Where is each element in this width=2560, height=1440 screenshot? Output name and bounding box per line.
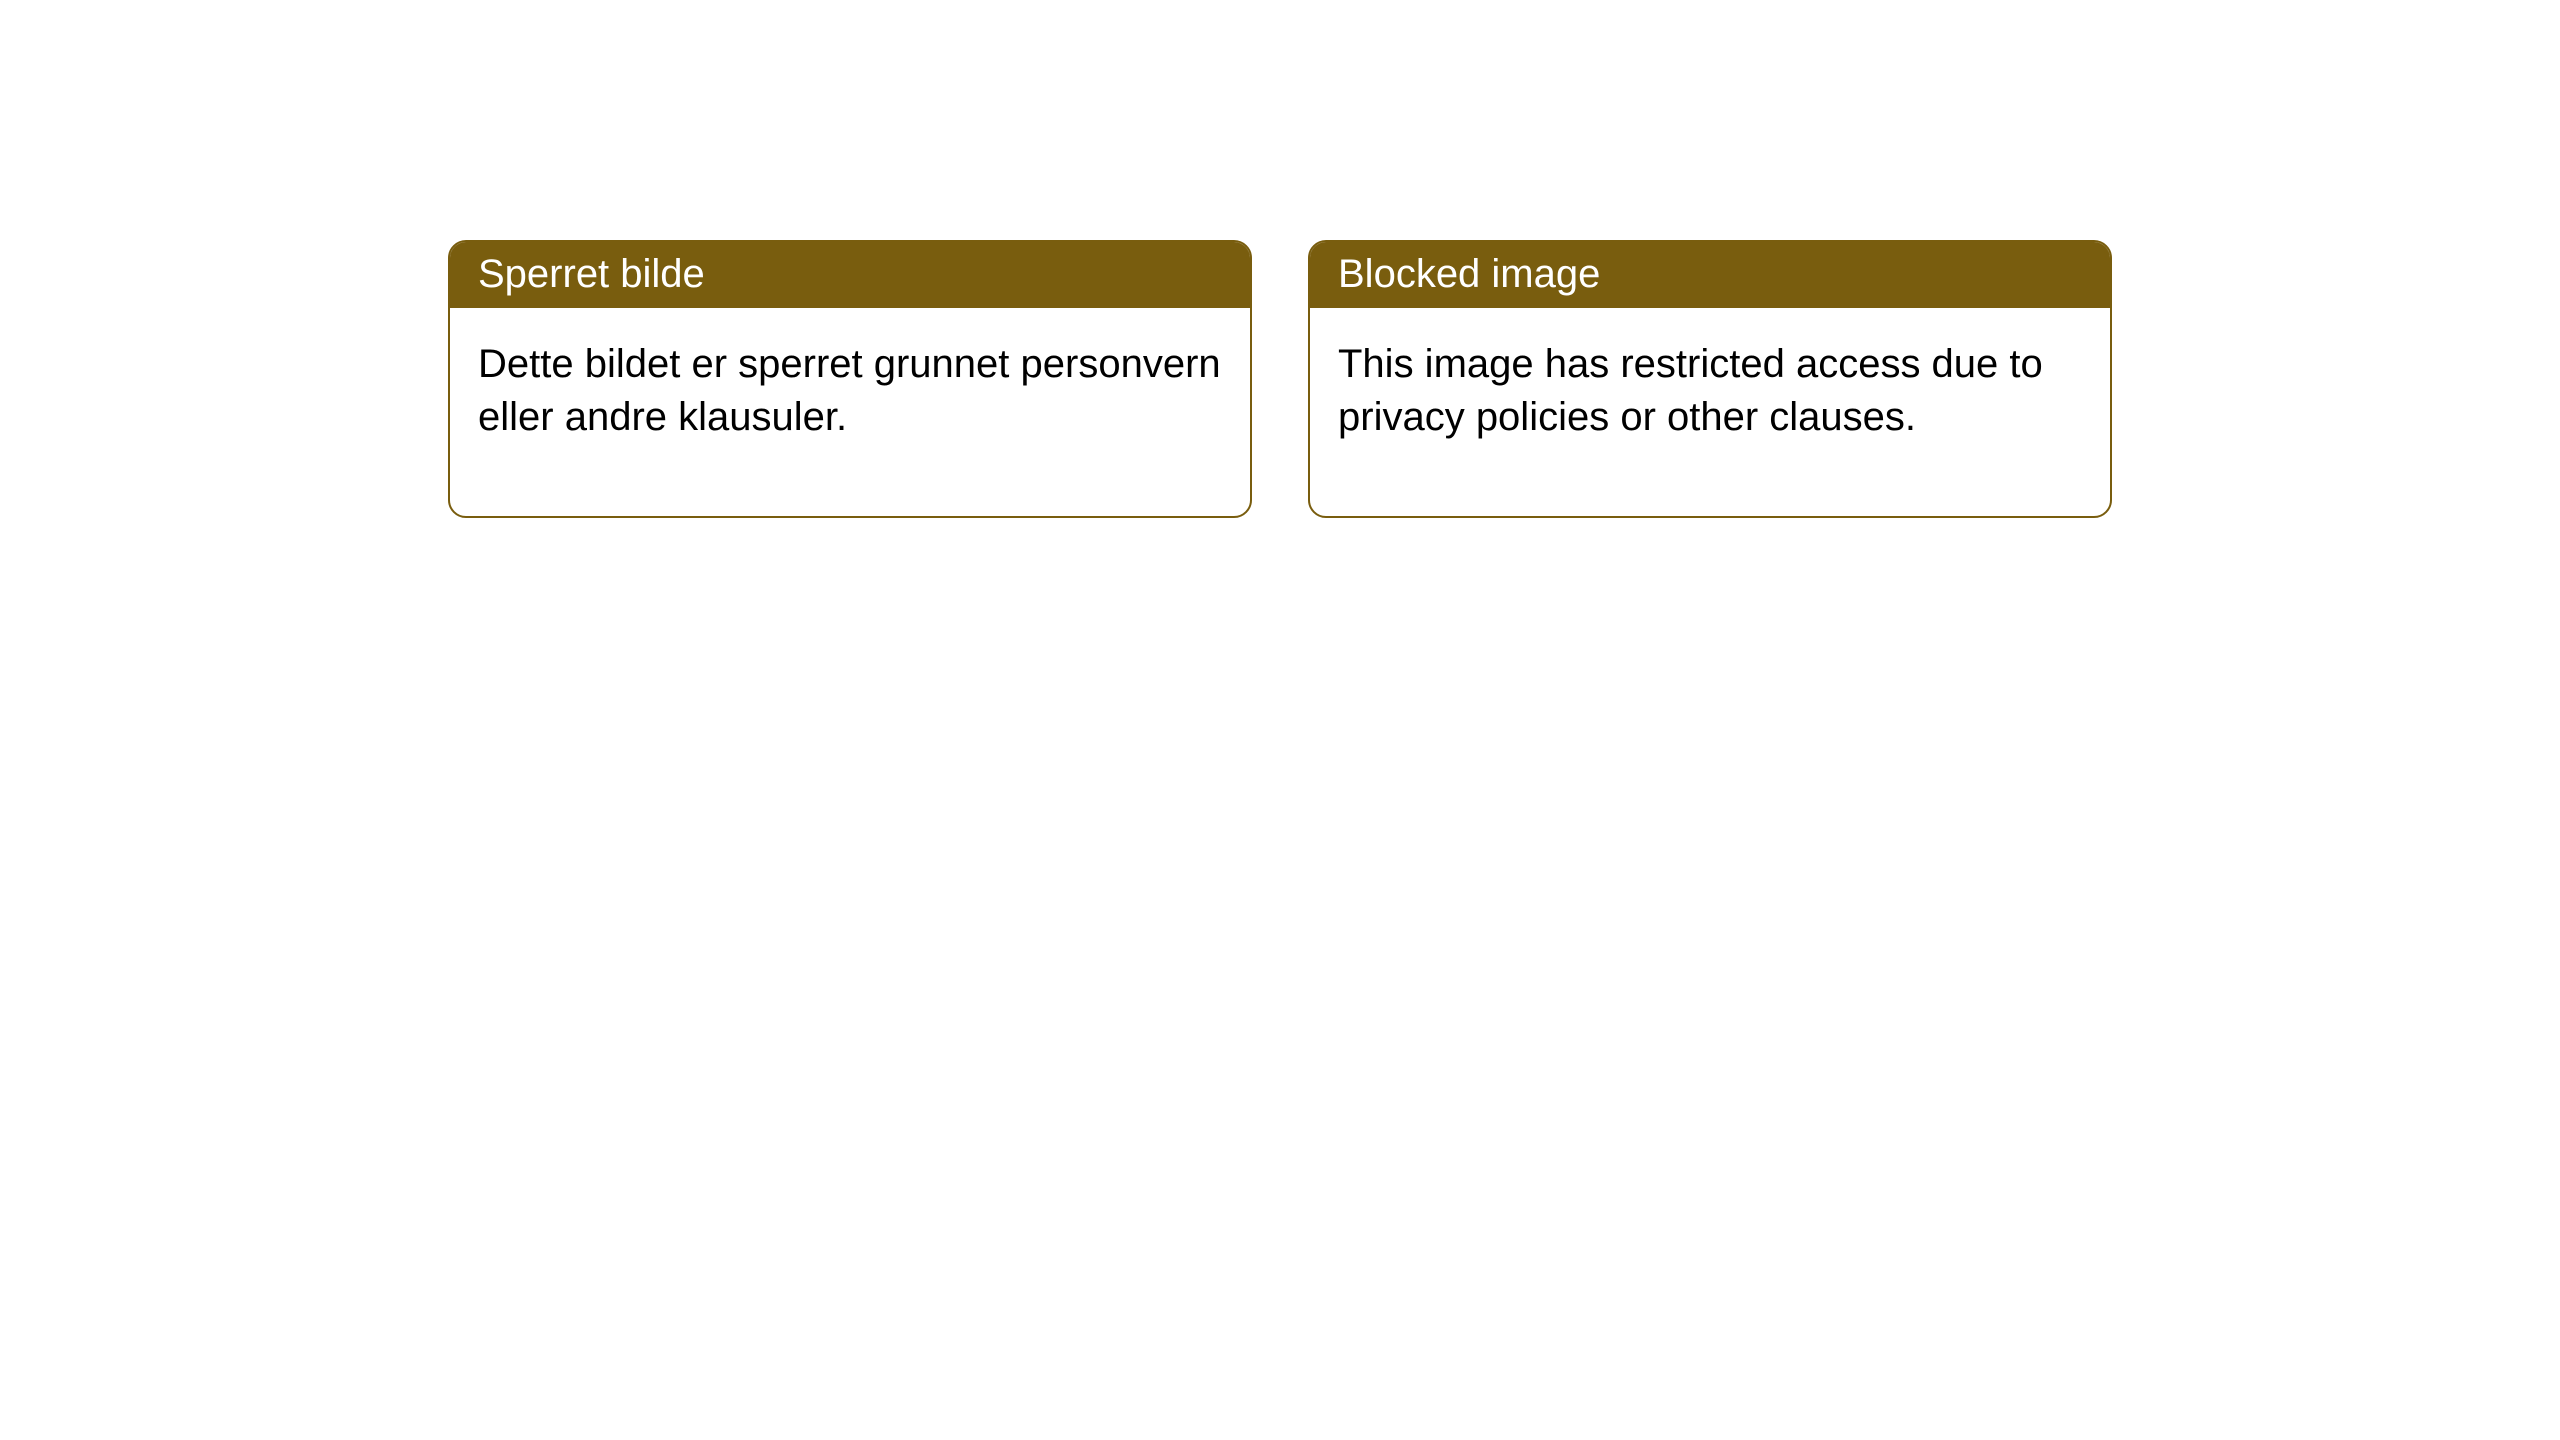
notice-container: Sperret bilde Dette bildet er sperret gr… [0, 0, 2560, 518]
blocked-image-card-en: Blocked image This image has restricted … [1308, 240, 2112, 518]
card-title: Sperret bilde [450, 242, 1250, 308]
card-body-text: Dette bildet er sperret grunnet personve… [450, 308, 1250, 516]
card-title: Blocked image [1310, 242, 2110, 308]
card-body-text: This image has restricted access due to … [1310, 308, 2110, 516]
blocked-image-card-no: Sperret bilde Dette bildet er sperret gr… [448, 240, 1252, 518]
